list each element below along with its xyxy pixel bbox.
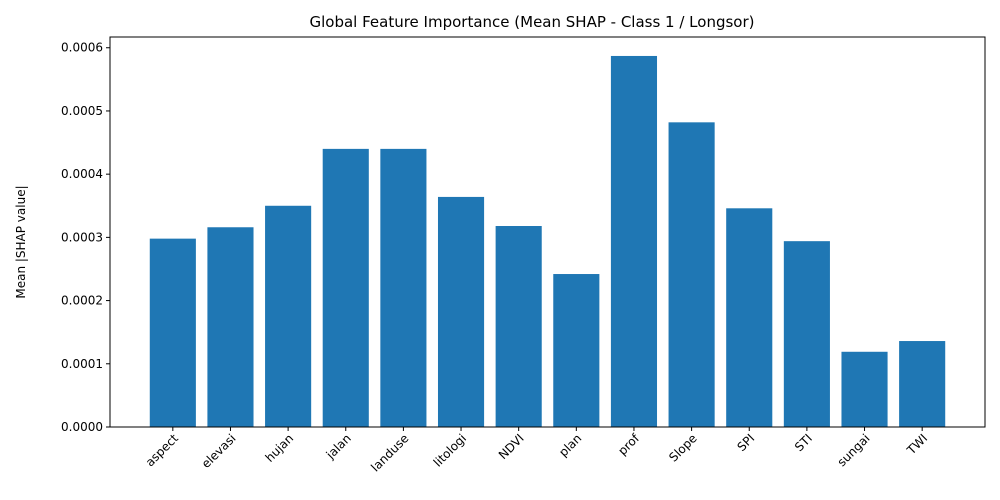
- x-tick-label: prof: [615, 431, 642, 458]
- chart-title: Global Feature Importance (Mean SHAP - C…: [309, 13, 754, 31]
- plot-frame: [109, 36, 986, 428]
- y-tick-label: 0.0001: [61, 357, 103, 371]
- bar-prof: [610, 55, 658, 428]
- x-tick-label: STI: [792, 431, 815, 454]
- x-tick-label: TWI: [904, 431, 931, 458]
- x-tick-label: SPI: [734, 431, 757, 454]
- x-tick-label: Slope: [666, 431, 699, 464]
- x-tick-label: hujan: [263, 431, 297, 465]
- bars-group: [149, 55, 946, 428]
- x-tick-label: jalan: [323, 431, 354, 462]
- bar-aspect: [149, 238, 196, 427]
- y-tick-label: 0.0000: [61, 420, 103, 434]
- bar-twi: [899, 341, 946, 427]
- bar-ndvi: [495, 226, 542, 427]
- y-tick-label: 0.0005: [61, 104, 103, 118]
- bar-plan: [553, 274, 600, 427]
- x-tick-label: elevasi: [199, 431, 239, 471]
- y-tick-label: 0.0004: [61, 167, 103, 181]
- bar-sti: [783, 241, 830, 427]
- bar-sungai: [841, 351, 888, 427]
- bar-spi: [726, 208, 773, 427]
- x-tick-label: litologi: [431, 431, 469, 469]
- y-tick-label: 0.0002: [61, 294, 103, 308]
- bar-hujan: [265, 205, 312, 427]
- x-tick-label: NDVI: [496, 431, 527, 462]
- y-axis-ticks: 0.0000 0.0001 0.0002 0.0003 0.0004 0.0005 0.00…: [61, 41, 110, 434]
- y-tick-label: 0.0006: [61, 41, 103, 55]
- bar-litologi: [437, 196, 485, 427]
- bar-landuse: [380, 148, 427, 427]
- y-tick-label: 0.0003: [61, 230, 103, 244]
- x-tick-label: sungai: [835, 431, 873, 469]
- x-axis-ticks: aspect elevasi hujan jalan landuse litologi ND…: [143, 427, 930, 474]
- y-axis-label: Mean |SHAP value|: [14, 185, 28, 298]
- x-tick-label: landuse: [368, 431, 411, 474]
- x-tick-label: aspect: [143, 431, 181, 469]
- bar-jalan: [322, 148, 369, 427]
- bar-elevasi: [207, 227, 254, 427]
- bar-slope: [668, 122, 715, 427]
- x-tick-label: plan: [556, 431, 584, 459]
